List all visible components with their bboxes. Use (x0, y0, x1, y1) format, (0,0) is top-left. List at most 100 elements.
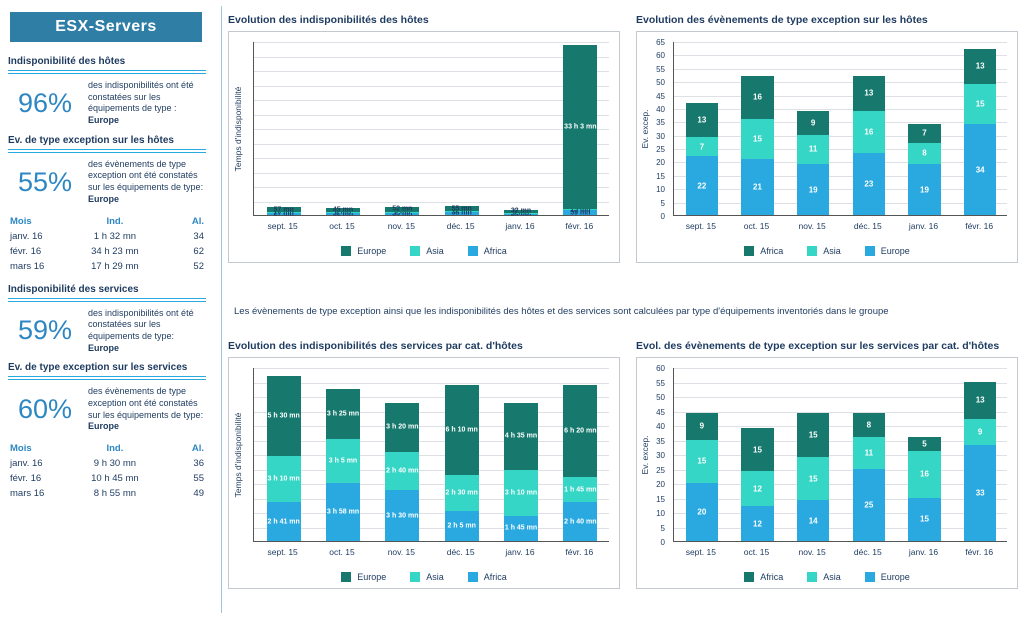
bar-segment: 1 h 45 mn (563, 476, 598, 503)
gridline (674, 202, 1007, 204)
y-axis-tick-label: 50 (656, 78, 665, 88)
stat-emphasis: Europe (88, 193, 120, 204)
bar-segment-label: 11 (864, 448, 874, 458)
bar-segment: 10 mn (266, 209, 301, 216)
legend-item: Asia (410, 572, 444, 582)
section-heading: Ev. de type exception sur les hôtes (8, 134, 174, 146)
y-axis-tick-label: 45 (656, 407, 665, 417)
stat-services-exceptions: Ev. de type exception sur les services 6… (8, 362, 206, 433)
plot-area: 22 7 13 21 15 16 19 11 9 23 16 13 19 8 7 34 15 13 (673, 42, 1007, 216)
y-axis-tick-label: 15 (656, 171, 665, 181)
legend-item: Africa (744, 246, 783, 256)
bar-segment-label: 15 (975, 99, 985, 109)
col-header-ind: Ind. (106, 215, 124, 227)
x-axis-category-label: févr. 16 (965, 221, 994, 231)
bar-segment-label: 13 (975, 395, 985, 405)
stat-text: des évènements de type exception ont été… (88, 386, 204, 420)
y-axis-tick-label: 60 (656, 51, 665, 61)
bar-segment-label: 9 (977, 427, 983, 437)
bar-segment: 2 h 30 mn (444, 474, 479, 511)
bar-segment: 2 h 5 mn (444, 510, 479, 541)
bar-segment-label: 33 (975, 488, 985, 498)
gridline (254, 158, 609, 159)
gridline (674, 122, 1007, 124)
legend-label: Europe (880, 246, 910, 256)
bar-segment-label: 15 (697, 456, 707, 466)
cell-ind: 1 h 32 mn (93, 230, 137, 242)
cell-al: 52 (193, 260, 204, 272)
chart-title: Evol. des évènements de type exception s… (636, 340, 1000, 352)
gridline (254, 71, 609, 72)
y-axis-title: Ev. excep. (640, 435, 650, 475)
bar-segment: 15 (741, 118, 774, 159)
legend-swatch (807, 572, 818, 582)
gridline (674, 455, 1007, 456)
bar-segment-label: 8 (866, 420, 872, 430)
y-axis-tick-label: 65 (656, 38, 665, 47)
stat-description: des évènements de type exception ont été… (88, 386, 206, 433)
y-axis-tick-label: 20 (656, 158, 665, 168)
legend-swatch (864, 572, 875, 582)
divider (8, 70, 206, 74)
legend-swatch (341, 246, 352, 256)
legend-swatch (410, 572, 421, 582)
bar-segment-label: 2 h 40 mn (386, 467, 419, 475)
bar-segment: 13 (964, 381, 997, 420)
bar-segment-label: 11 (808, 144, 818, 154)
bar-segment-label: 14 (808, 516, 818, 526)
bar-segment-label: 15 (753, 134, 762, 144)
bar-segment-label: 12 (753, 484, 762, 494)
cell-ind: 8 h 55 mn (93, 488, 137, 499)
y-axis-tick-label: 5 (660, 523, 665, 533)
legend-swatch (864, 246, 875, 256)
y-axis-tick-label: 50 (656, 393, 665, 402)
legend-item: Asia (807, 572, 841, 582)
gridline (254, 455, 609, 456)
table-row: mars 16 8 h 55 mn 49 (8, 486, 206, 501)
bar-segment-label: 6 h 10 mn (445, 426, 478, 434)
bar-segment-label: 3 h 10 mn (504, 489, 538, 497)
y-axis-tick-label: 20 (656, 480, 665, 489)
bar-segment: 34 (964, 124, 997, 215)
stat-hosts-exceptions: Ev. de type exception sur les hôtes 55% … (8, 135, 206, 206)
divider (8, 376, 206, 381)
x-axis-category-label: janv. 16 (908, 547, 939, 557)
x-axis-category-label: févr. 16 (565, 547, 594, 557)
y-axis-tick-label: 60 (656, 364, 665, 373)
bar-segment: 12 (741, 471, 774, 507)
x-axis-category-label: déc. 15 (853, 547, 882, 557)
table-row: févr. 16 34 h 23 mn 62 (8, 244, 206, 259)
bar-segment-label: 25 (864, 500, 874, 510)
bar-segment-label: 13 (864, 88, 874, 98)
plot-area: 27 mn 10 mn 57 mn 32 mn 8 mn 45 mn 35 mn 6 mn 52… (253, 42, 609, 218)
chart-title: Evolution des évènements de type excepti… (636, 14, 928, 26)
bar-segment: 5 (908, 436, 941, 452)
section-heading: Indisponibilité des hôtes (8, 56, 126, 67)
cell-ind: 9 h 30 mn (93, 458, 137, 469)
chart-hosts-downtime: Evolution des indisponibilités des hôtes… (228, 14, 620, 263)
gridline (674, 82, 1007, 84)
x-axis-category-label: oct. 15 (743, 547, 770, 557)
gridline (674, 68, 1007, 70)
bar-segment: 12 (741, 506, 774, 541)
bar-segment: 19 (797, 164, 830, 215)
vertical-divider (221, 6, 222, 613)
gridline (254, 85, 609, 87)
x-axis-category-label: nov. 15 (798, 547, 826, 557)
bar-segment-label: 7 (699, 142, 705, 152)
legend-item: Europe (341, 572, 386, 582)
bar-segment-label: 6 h 20 mn (564, 427, 597, 435)
legend-label: Asia (426, 246, 444, 256)
bar-segment-label: 34 (975, 165, 985, 174)
gridline (254, 100, 609, 101)
gridline (674, 440, 1007, 442)
bar-segment: 3 h 20 mn (385, 403, 420, 452)
bar-segment-label: 12 (753, 519, 762, 529)
legend-swatch (744, 246, 755, 256)
gridline (674, 189, 1007, 191)
services-month-table: Mois Ind. Al. janv. 16 9 h 30 mn 36 févr… (8, 441, 206, 501)
legend-swatch (744, 572, 755, 582)
bar-segment: 27 mn (266, 210, 301, 217)
bar-segment: 33 (964, 445, 997, 541)
bar-segment-label: 3 h 30 mn (386, 512, 419, 520)
